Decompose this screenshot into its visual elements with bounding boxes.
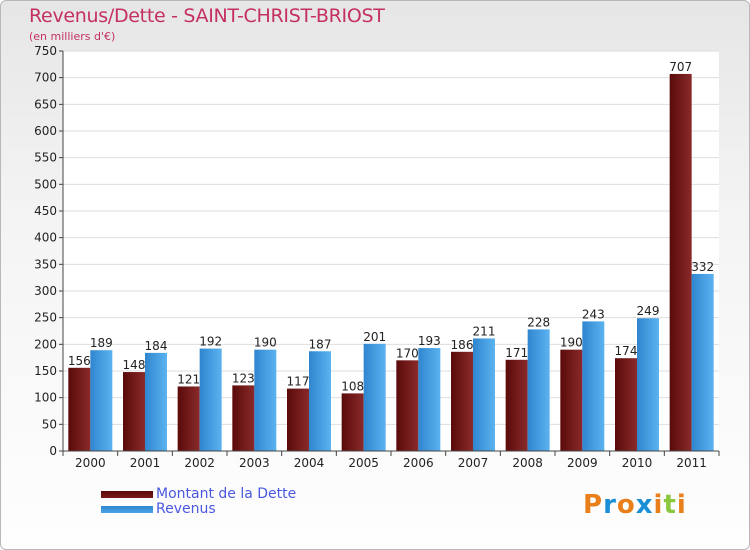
y-tick-label: 350 [34, 257, 57, 271]
y-tick-label: 750 [34, 44, 57, 58]
logo-letter: t [663, 490, 677, 520]
y-tick-label: 300 [34, 284, 57, 298]
data-label: 189 [90, 336, 113, 350]
y-tick-label: 50 [42, 417, 57, 431]
bar-revenus [527, 329, 550, 451]
bar-dette [123, 372, 145, 451]
data-label: 192 [199, 335, 222, 349]
x-tick-label: 2008 [512, 456, 543, 470]
bar-dette [341, 393, 364, 451]
x-tick-label: 2002 [184, 456, 215, 470]
bar-revenus [90, 350, 113, 451]
y-tick-label: 100 [34, 391, 57, 405]
y-tick-label: 0 [49, 444, 57, 458]
bar-dette [505, 359, 528, 451]
y-tick-label: 250 [34, 311, 57, 325]
data-label: 332 [691, 260, 714, 274]
logo-letter: x [635, 490, 654, 520]
x-tick-label: 2001 [130, 456, 161, 470]
legend-swatch-dette [101, 491, 153, 498]
bar-revenus [309, 351, 331, 451]
y-tick-label: 150 [34, 364, 57, 378]
data-label: 186 [451, 338, 474, 352]
logo-letter: i [653, 490, 664, 520]
x-tick-label: 2005 [348, 456, 379, 470]
bar-revenus [418, 348, 441, 451]
data-label: 243 [582, 307, 605, 321]
x-axis: 2000 2001 2002 2003 2004 2005 2006 2007 2008 2009… [62, 450, 720, 470]
bar-revenus [145, 352, 167, 451]
data-label: 193 [418, 334, 441, 348]
data-label: 707 [669, 60, 692, 74]
y-tick-label: 400 [34, 231, 57, 245]
bar-revenus [582, 321, 605, 451]
bar-dette [451, 351, 473, 451]
y-tick-label: 450 [34, 204, 57, 218]
bar-revenus [691, 273, 714, 451]
data-label: 249 [637, 304, 660, 318]
proxiti-logo: Proxiti [583, 490, 687, 520]
y-tick-label: 700 [34, 71, 57, 85]
chart-subtitle: (en milliers d'€) [29, 30, 116, 43]
x-tick-label: 2004 [294, 456, 325, 470]
bars: 1561891481841211921231901171871082011701… [68, 60, 714, 451]
data-label: 117 [287, 375, 310, 389]
y-tick-label: 550 [34, 151, 57, 165]
bar-revenus [254, 349, 277, 451]
logo-letter: i [676, 490, 687, 520]
bar-dette [287, 388, 309, 451]
legend-label-revenus: Revenus [156, 501, 216, 517]
bar-dette [232, 385, 255, 451]
grid-lines [63, 50, 719, 452]
x-tick-label: 2011 [676, 456, 707, 470]
y-tick-label: 650 [34, 97, 57, 111]
y-tick-label: 200 [34, 337, 57, 351]
plot-area [63, 51, 719, 451]
x-tick-label: 2010 [622, 456, 653, 470]
data-label: 156 [68, 354, 91, 368]
data-label: 184 [145, 339, 168, 353]
data-label: 201 [363, 330, 386, 344]
bar-dette [560, 349, 583, 451]
x-tick-label: 2003 [239, 456, 270, 470]
bar-dette [68, 367, 91, 451]
data-label: 148 [123, 358, 146, 372]
data-label: 187 [309, 337, 332, 351]
logo-letter: o [616, 490, 636, 520]
x-tick-label: 2006 [403, 456, 434, 470]
bar-revenus [363, 343, 386, 451]
x-tick-label: 2000 [75, 456, 106, 470]
data-label: 228 [527, 315, 550, 329]
y-axis: 0 50 100 150 200 250 300 350 400 450 500 550 600 650 7… [34, 44, 64, 458]
legend-label-dette: Montant de la Dette [156, 486, 297, 502]
logo-letter: P [583, 490, 604, 520]
data-label: 171 [505, 346, 528, 360]
y-tick-label: 500 [34, 177, 57, 191]
data-label: 190 [254, 336, 277, 350]
bar-revenus [199, 348, 222, 451]
data-label: 174 [615, 344, 638, 358]
data-label: 121 [177, 372, 200, 386]
data-label: 211 [473, 324, 496, 338]
data-label: 123 [232, 371, 255, 385]
legend-swatch-revenus [101, 506, 153, 513]
bar-dette [396, 360, 419, 451]
x-tick-label: 2009 [567, 456, 598, 470]
bar-dette [669, 73, 692, 451]
x-tick-label: 2007 [458, 456, 489, 470]
bar-dette [615, 358, 637, 451]
y-tick-label: 600 [34, 124, 57, 138]
chart-title: Revenus/Dette - SAINT-CHRIST-BRIOST [29, 5, 385, 27]
bar-dette [177, 386, 200, 451]
bar-revenus [637, 318, 659, 451]
data-label: 108 [341, 379, 364, 393]
data-label: 190 [560, 336, 583, 350]
bar-revenus [473, 338, 495, 451]
logo-letter: r [603, 490, 617, 520]
data-label: 170 [396, 346, 419, 360]
